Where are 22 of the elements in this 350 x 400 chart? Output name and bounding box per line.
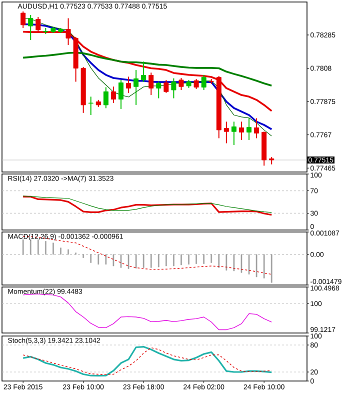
- candlestick: [194, 78, 199, 90]
- candlestick: [126, 76, 132, 94]
- candlestick: [238, 121, 244, 141]
- candlestick: [201, 74, 206, 91]
- candlestick: [246, 118, 252, 141]
- candlestick: [231, 121, 236, 146]
- candlestick: [254, 118, 260, 139]
- candlestick: [141, 61, 146, 82]
- candlestick: [134, 70, 139, 106]
- candlestick: [171, 78, 176, 99]
- candlestick: [148, 72, 154, 96]
- candlestick: [103, 86, 108, 109]
- candlestick: [164, 79, 169, 94]
- line-series: [22, 294, 272, 330]
- candlestick: [20, 10, 26, 28]
- candlestick: [156, 81, 162, 99]
- candlestick: [28, 14, 34, 40]
- candlestick: [118, 79, 124, 110]
- candlestick: [110, 86, 116, 104]
- candlestick: [88, 96, 94, 116]
- candlestick: [178, 77, 184, 91]
- candlestick: [224, 121, 229, 144]
